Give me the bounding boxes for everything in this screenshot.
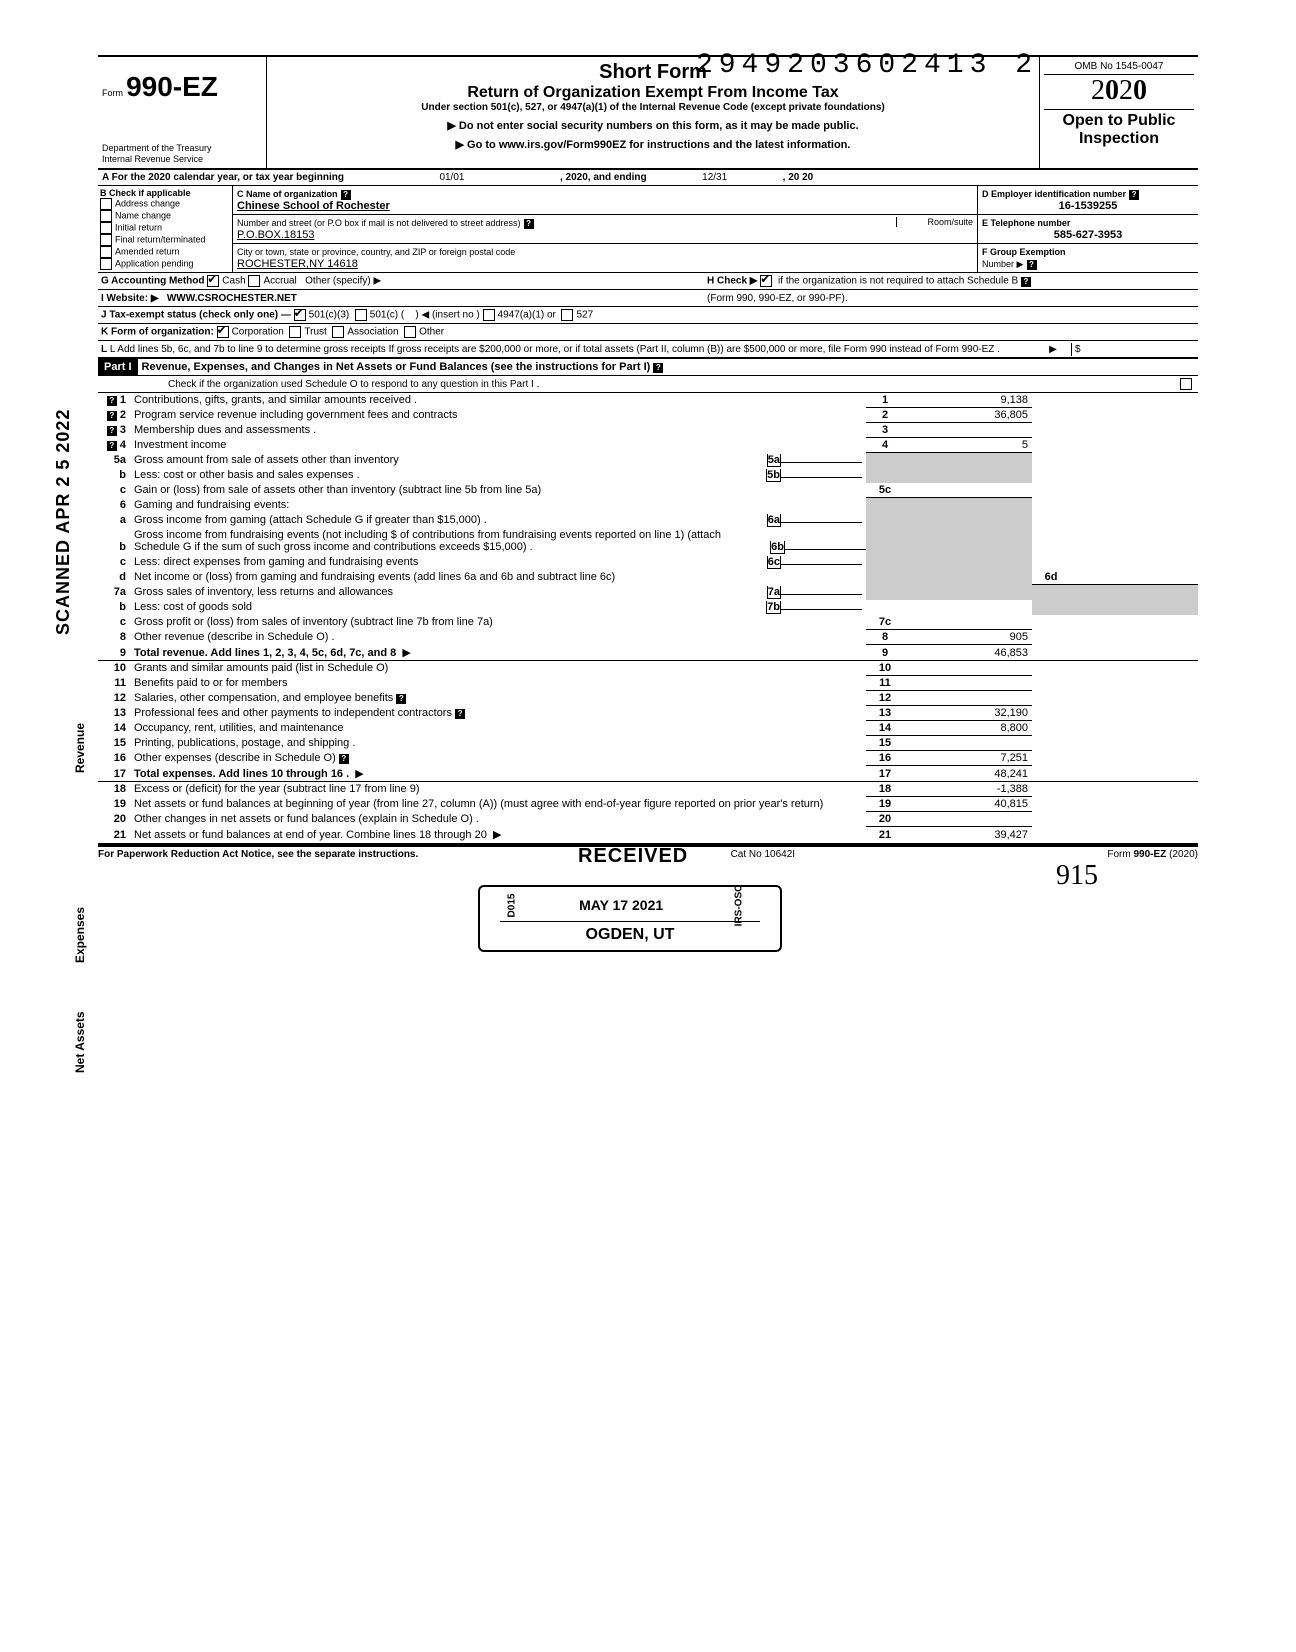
dept-label: Department of the Treasury xyxy=(102,143,262,153)
city-state-zip: ROCHESTER,NY 14618 xyxy=(237,258,358,270)
po-box: P.O.BOX.18153 xyxy=(237,229,314,241)
help-icon: ? xyxy=(341,190,351,200)
b-label: B Check if applicable xyxy=(100,188,191,198)
help-icon: ? xyxy=(1021,277,1031,287)
checkbox-cash[interactable] xyxy=(207,275,219,287)
checkbox-h[interactable] xyxy=(760,275,772,287)
form-label: Form xyxy=(102,88,123,98)
checkbox-accrual[interactable] xyxy=(248,275,260,287)
line-i: I Website: ▶ WWW.CSROCHESTER.NET (Form 9… xyxy=(98,290,1198,307)
help-icon: ? xyxy=(1129,190,1139,200)
checkbox-501c3[interactable] xyxy=(294,309,306,321)
line-l: L L Add lines 5b, 6c, and 7b to line 9 t… xyxy=(98,341,1198,357)
side-label-netassets: Net Assets xyxy=(73,1011,87,1073)
received-stamp: D015 MAY 17 2021 IRS-OSC OGDEN, UT xyxy=(478,885,782,952)
checkbox-assoc[interactable] xyxy=(332,326,344,338)
checkbox-trust[interactable] xyxy=(289,326,301,338)
checkbox-other[interactable] xyxy=(404,326,416,338)
checkbox-527[interactable] xyxy=(561,309,573,321)
part-1-check: Check if the organization used Schedule … xyxy=(98,376,1198,393)
side-label-expenses: Expenses xyxy=(73,907,87,963)
side-label-revenue: Revenue xyxy=(73,723,87,773)
website: WWW.CSROCHESTER.NET xyxy=(167,293,297,304)
section-b-c-d-e-f: B Check if applicable Address change Nam… xyxy=(98,186,1198,273)
document-number: 2949203602413 2 xyxy=(696,50,1038,81)
lines-table: ? 1Contributions, gifts, grants, and sim… xyxy=(98,393,1198,843)
scanned-stamp: SCANNED APR 2 5 2022 xyxy=(53,409,74,635)
checkbox-501c[interactable] xyxy=(355,309,367,321)
open-public-1: Open to Public xyxy=(1044,112,1194,130)
form-ref: Form 990-EZ (2020) xyxy=(1107,849,1198,860)
instruction-2: ▶ Go to www.irs.gov/Form990EZ for instru… xyxy=(277,138,1029,151)
title-under: Under section 501(c), 527, or 4947(a)(1)… xyxy=(277,102,1029,113)
checkbox-amended[interactable] xyxy=(100,246,112,258)
checkbox-4947[interactable] xyxy=(483,309,495,321)
help-icon: ? xyxy=(653,363,663,373)
tax-year: 2020 xyxy=(1044,75,1194,107)
form-number: 990-EZ xyxy=(126,71,218,102)
omb-number: OMB No 1545-0047 xyxy=(1044,61,1194,75)
checkbox-initial-return[interactable] xyxy=(100,222,112,234)
checkbox-schedule-o[interactable] xyxy=(1180,378,1192,390)
org-name: Chinese School of Rochester xyxy=(237,200,390,212)
open-public-2: Inspection xyxy=(1044,130,1194,148)
checkbox-corp[interactable] xyxy=(217,326,229,338)
phone: 585-627-3953 xyxy=(982,229,1194,241)
help-icon: ? xyxy=(524,219,534,229)
line-j: J Tax-exempt status (check only one) — 5… xyxy=(98,307,1198,324)
irs-label: Internal Revenue Service xyxy=(102,153,262,164)
checkbox-address-change[interactable] xyxy=(100,198,112,210)
checkbox-pending[interactable] xyxy=(100,258,112,270)
help-icon: ? xyxy=(1027,260,1037,270)
title-main: Return of Organization Exempt From Incom… xyxy=(277,84,1029,102)
line-k: K Form of organization: Corporation Trus… xyxy=(98,324,1198,341)
checkbox-final-return[interactable] xyxy=(100,234,112,246)
line-g-h: G Accounting Method Cash Accrual Other (… xyxy=(98,273,1198,290)
part-1-header: Part I Revenue, Expenses, and Changes in… xyxy=(98,357,1198,376)
received-text: RECEIVED xyxy=(578,845,688,868)
line-a: A For the 2020 calendar year, or tax yea… xyxy=(98,170,1198,186)
handwritten-initials: 915 xyxy=(1056,860,1098,892)
instruction-1: ▶ Do not enter social security numbers o… xyxy=(277,119,1029,132)
checkbox-name-change[interactable] xyxy=(100,210,112,222)
ein: 16-1539255 xyxy=(982,200,1194,212)
